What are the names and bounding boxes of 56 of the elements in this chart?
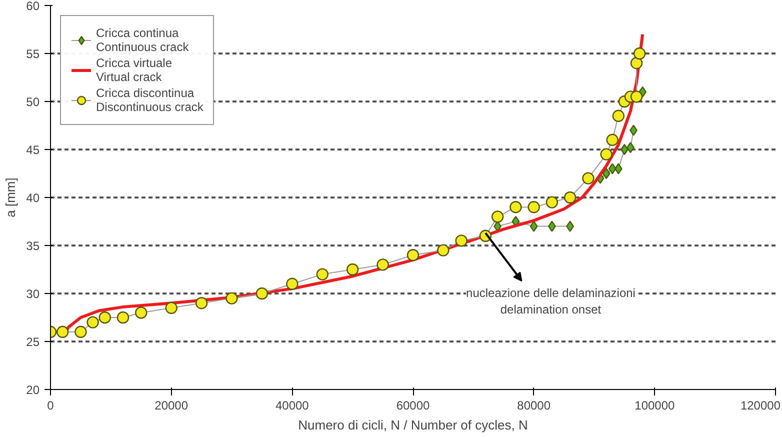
x-tick-label: 80000 (517, 398, 551, 412)
x-tick-label: 100000 (634, 398, 676, 412)
point (455, 234, 468, 247)
point (528, 201, 540, 214)
point (630, 90, 643, 103)
y-tick-label: 55 (26, 47, 40, 61)
legend-label: Cricca virtuale Virtual crack (96, 56, 172, 84)
point (491, 210, 504, 223)
y-tick-label: 40 (26, 191, 40, 205)
point (286, 278, 298, 290)
point (633, 47, 646, 60)
point (256, 287, 268, 300)
point (564, 191, 576, 204)
point (346, 263, 359, 276)
x-tick-label: 60000 (396, 398, 430, 412)
point (546, 196, 558, 208)
point (316, 268, 328, 280)
point (98, 311, 111, 324)
point (376, 258, 389, 271)
y-tick-label: 35 (26, 239, 40, 253)
y-tick-label: 60 (26, 0, 40, 13)
legend-label: Cricca continua Continuous crack (96, 26, 189, 54)
point (510, 201, 522, 214)
y-tick-label: 30 (26, 287, 40, 301)
y-tick-label: 45 (26, 143, 40, 157)
point (614, 163, 622, 174)
point (608, 163, 616, 174)
x-tick-label: 20000 (154, 398, 188, 412)
point (86, 316, 99, 328)
point (74, 326, 87, 338)
x-tick-label: 120000 (740, 398, 781, 412)
y-axis-title: a [mm] (3, 178, 18, 218)
x-tick-label: 0 (47, 398, 54, 412)
point (165, 302, 178, 314)
point (612, 110, 625, 122)
y-tick-label: 25 (26, 335, 40, 349)
y-tick-label: 20 (26, 383, 40, 397)
x-tick-label: 40000 (275, 398, 310, 412)
point (530, 220, 538, 232)
point (582, 172, 594, 184)
point (135, 306, 148, 319)
point (630, 57, 643, 70)
point (226, 292, 238, 304)
point (56, 326, 69, 338)
point (566, 220, 574, 232)
point (437, 244, 450, 256)
point (606, 134, 618, 146)
y-tick-label: 50 (26, 95, 40, 109)
point (600, 148, 612, 160)
annotation: nucleazione delle delaminazioni delamination onset (466, 286, 636, 317)
legend-label: Cricca discontinua Discontinuous crack (96, 86, 204, 114)
point (195, 297, 208, 310)
point (602, 168, 610, 180)
point (406, 249, 420, 262)
point (116, 311, 130, 324)
x-axis-title: Numero di cicli, N / Number of cycles, N (298, 418, 528, 432)
